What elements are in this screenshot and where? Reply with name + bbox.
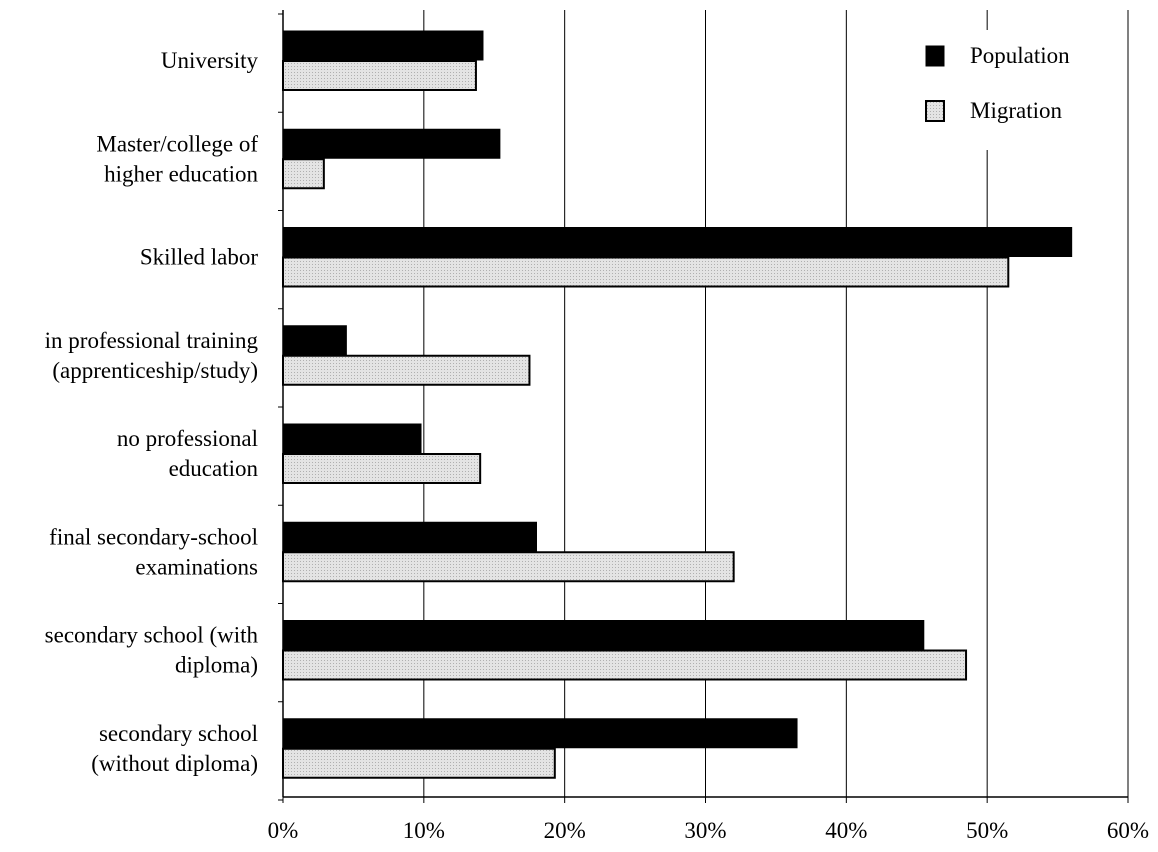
population-bar: [282, 325, 347, 356]
category-label: no professional education: [117, 426, 259, 481]
migration-bar: [282, 551, 735, 583]
population-bar: [282, 423, 422, 454]
population-bar: [282, 718, 798, 749]
migration-bar: [282, 354, 531, 386]
category-labels: University Master/college of higher educat…: [45, 48, 259, 776]
legend-label-migration: Migration: [970, 98, 1062, 123]
x-tick-label: 40%: [825, 818, 867, 843]
population-bar: [282, 128, 501, 159]
population-bar: [282, 30, 484, 61]
category-label: Skilled labor: [140, 245, 259, 270]
axes: [278, 10, 1129, 803]
legend-label-population: Population: [970, 43, 1070, 68]
x-tick-label: 50%: [966, 818, 1008, 843]
tick-labels: 0% 10% 20% 30% 40% 50% 60%: [268, 818, 1149, 843]
migration-bar: [282, 158, 325, 190]
population-bar: [282, 521, 537, 552]
migration-bar: [282, 256, 1010, 288]
x-tick-label: 20%: [544, 818, 586, 843]
legend-swatch-migration: [925, 100, 945, 122]
x-tick-label: 30%: [684, 818, 726, 843]
x-tick-label: 10%: [403, 818, 445, 843]
bars: [282, 30, 1073, 779]
x-tick-label: 60%: [1107, 818, 1149, 843]
category-label: final secondary-school examinations: [49, 524, 258, 579]
category-label: secondary school (with diploma): [45, 623, 259, 678]
x-tick-label: 0%: [268, 818, 299, 843]
category-label: in professional training (apprenticeship/…: [45, 328, 259, 383]
category-label: Master/college of higher education: [96, 131, 258, 186]
migration-bar: [282, 60, 477, 91]
population-bar: [282, 620, 925, 650]
legend: Population Migration: [908, 30, 1113, 150]
category-label: secondary school (without diploma): [91, 721, 258, 776]
migration-bar: [282, 747, 556, 779]
category-label: University: [161, 48, 259, 73]
legend-swatch-population: [925, 45, 945, 67]
population-bar: [282, 227, 1073, 257]
migration-bar: [282, 453, 482, 484]
migration-bar: [282, 649, 968, 681]
